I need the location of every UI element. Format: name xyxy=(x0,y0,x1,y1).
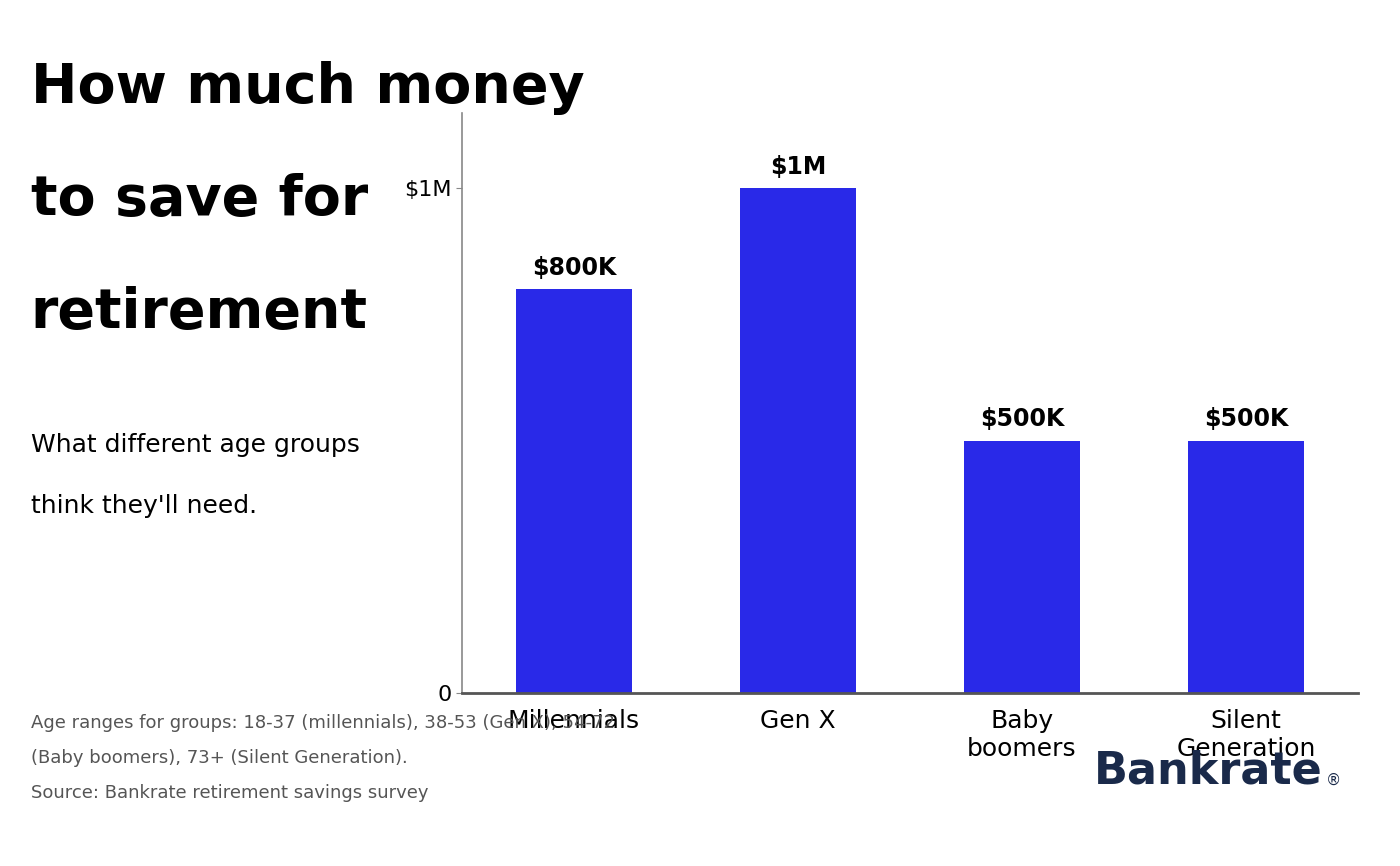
Text: to save for: to save for xyxy=(31,173,368,227)
Bar xyxy=(1187,441,1305,693)
Text: think they'll need.: think they'll need. xyxy=(31,494,258,518)
Text: How much money: How much money xyxy=(31,61,584,114)
Text: ®: ® xyxy=(1326,773,1341,788)
Text: Bankrate: Bankrate xyxy=(1095,749,1323,792)
Text: $500K: $500K xyxy=(1204,407,1288,431)
Text: Age ranges for groups: 18-37 (millennials), 38-53 (Gen X), 54-72: Age ranges for groups: 18-37 (millennial… xyxy=(31,714,615,733)
Text: $500K: $500K xyxy=(980,407,1064,431)
Bar xyxy=(515,289,633,693)
Bar xyxy=(963,441,1081,693)
Text: $1M: $1M xyxy=(770,155,826,179)
Text: $800K: $800K xyxy=(532,256,616,280)
Text: What different age groups: What different age groups xyxy=(31,433,360,457)
Text: (Baby boomers), 73+ (Silent Generation).: (Baby boomers), 73+ (Silent Generation). xyxy=(31,749,407,767)
Bar xyxy=(739,188,857,693)
Text: Source: Bankrate retirement savings survey: Source: Bankrate retirement savings surv… xyxy=(31,784,428,802)
Text: retirement: retirement xyxy=(31,286,368,339)
